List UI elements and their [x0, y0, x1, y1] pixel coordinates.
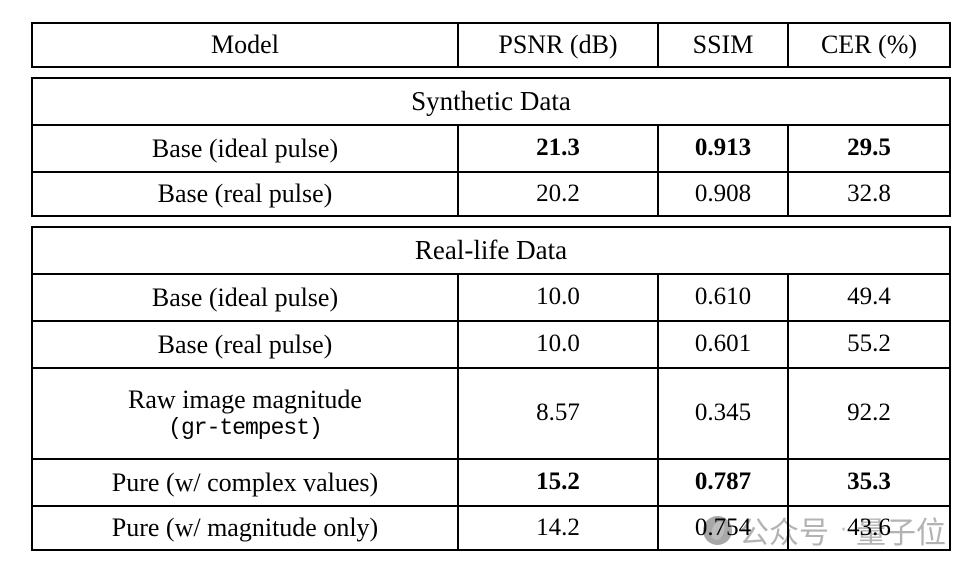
cer-cell: 43.6	[787, 507, 949, 549]
model-cell: Base (real pulse)	[157, 179, 333, 209]
model-cell: Base (ideal pulse)	[151, 282, 339, 312]
qbitai-logo-icon	[703, 515, 732, 545]
model-cell: Raw image magnitude (gr-tempest)	[33, 369, 457, 458]
col-header-model: Model	[211, 30, 279, 60]
ssim-cell: 0.908	[657, 173, 787, 215]
results-table: Model PSNR (dB) SSIM CER (%) Synthetic D…	[31, 22, 951, 551]
psnr-cell: 20.2	[457, 173, 657, 215]
psnr-cell: 10.0	[457, 322, 657, 367]
section-title: Real-life Data	[414, 234, 568, 265]
psnr-cell: 8.57	[457, 369, 657, 458]
table-header-block: Model PSNR (dB) SSIM CER (%)	[31, 22, 951, 68]
watermark-separator-dot: ·	[840, 517, 847, 543]
table-row-base-real-real: Base (real pulse) 10.0 0.601 55.2	[33, 320, 949, 367]
ssim-cell: 0.913	[657, 126, 787, 171]
ssim-cell: 0.787	[657, 460, 787, 505]
table-row-raw-image-magnitude: Raw image magnitude (gr-tempest) 8.57 0.…	[33, 367, 949, 458]
watermark-brand: 量子位	[856, 516, 946, 551]
table-row-base-ideal-real: Base (ideal pulse) 10.0 0.610 49.4	[33, 273, 949, 320]
table-row-pure-magnitude: Pure (w/ magnitude only) 14.2 0.754 43.6	[33, 505, 949, 549]
cer-cell: 49.4	[787, 275, 949, 320]
ssim-cell: 0.610	[657, 275, 787, 320]
cer-cell: 32.8	[787, 173, 949, 215]
watermark-label: 公众号	[739, 516, 829, 551]
psnr-cell: 14.2	[457, 507, 657, 549]
model-cell: Base (real pulse)	[157, 329, 333, 359]
section-header-real-life: Real-life Data	[33, 228, 949, 273]
psnr-cell: 15.2	[457, 460, 657, 505]
model-cell: Pure (w/ magnitude only)	[111, 513, 379, 543]
ssim-cell: 0.754	[657, 507, 787, 549]
col-header-psnr: PSNR (dB)	[457, 24, 657, 66]
model-line-1: Raw image magnitude	[128, 385, 362, 415]
ssim-cell: 0.345	[657, 369, 787, 458]
col-header-cer: CER (%)	[787, 24, 949, 66]
cer-cell: 35.3	[787, 460, 949, 505]
watermark: 公众号 · 量子位	[703, 508, 946, 552]
col-header-ssim: SSIM	[657, 24, 787, 66]
ssim-cell: 0.601	[657, 322, 787, 367]
section-title: Synthetic Data	[411, 85, 571, 116]
table-row-base-ideal-synthetic: Base (ideal pulse) 21.3 0.913 29.5	[33, 124, 949, 171]
section-header-synthetic: Synthetic Data	[33, 79, 949, 124]
table-row-base-real-synthetic: Base (real pulse) 20.2 0.908 32.8	[33, 171, 949, 215]
table-row-pure-complex: Pure (w/ complex values) 15.2 0.787 35.3	[33, 458, 949, 505]
synthetic-data-block: Synthetic Data Base (ideal pulse) 21.3 0…	[31, 77, 951, 217]
model-line-2-code: (gr-tempest)	[168, 415, 323, 442]
psnr-cell: 21.3	[457, 126, 657, 171]
cer-cell: 55.2	[787, 322, 949, 367]
model-cell: Pure (w/ complex values)	[111, 467, 379, 497]
model-cell: Base (ideal pulse)	[151, 133, 339, 163]
psnr-cell: 10.0	[457, 275, 657, 320]
table-header-row: Model PSNR (dB) SSIM CER (%)	[33, 24, 949, 66]
cer-cell: 29.5	[787, 126, 949, 171]
real-life-data-block: Real-life Data Base (ideal pulse) 10.0 0…	[31, 226, 951, 551]
cer-cell: 92.2	[787, 369, 949, 458]
